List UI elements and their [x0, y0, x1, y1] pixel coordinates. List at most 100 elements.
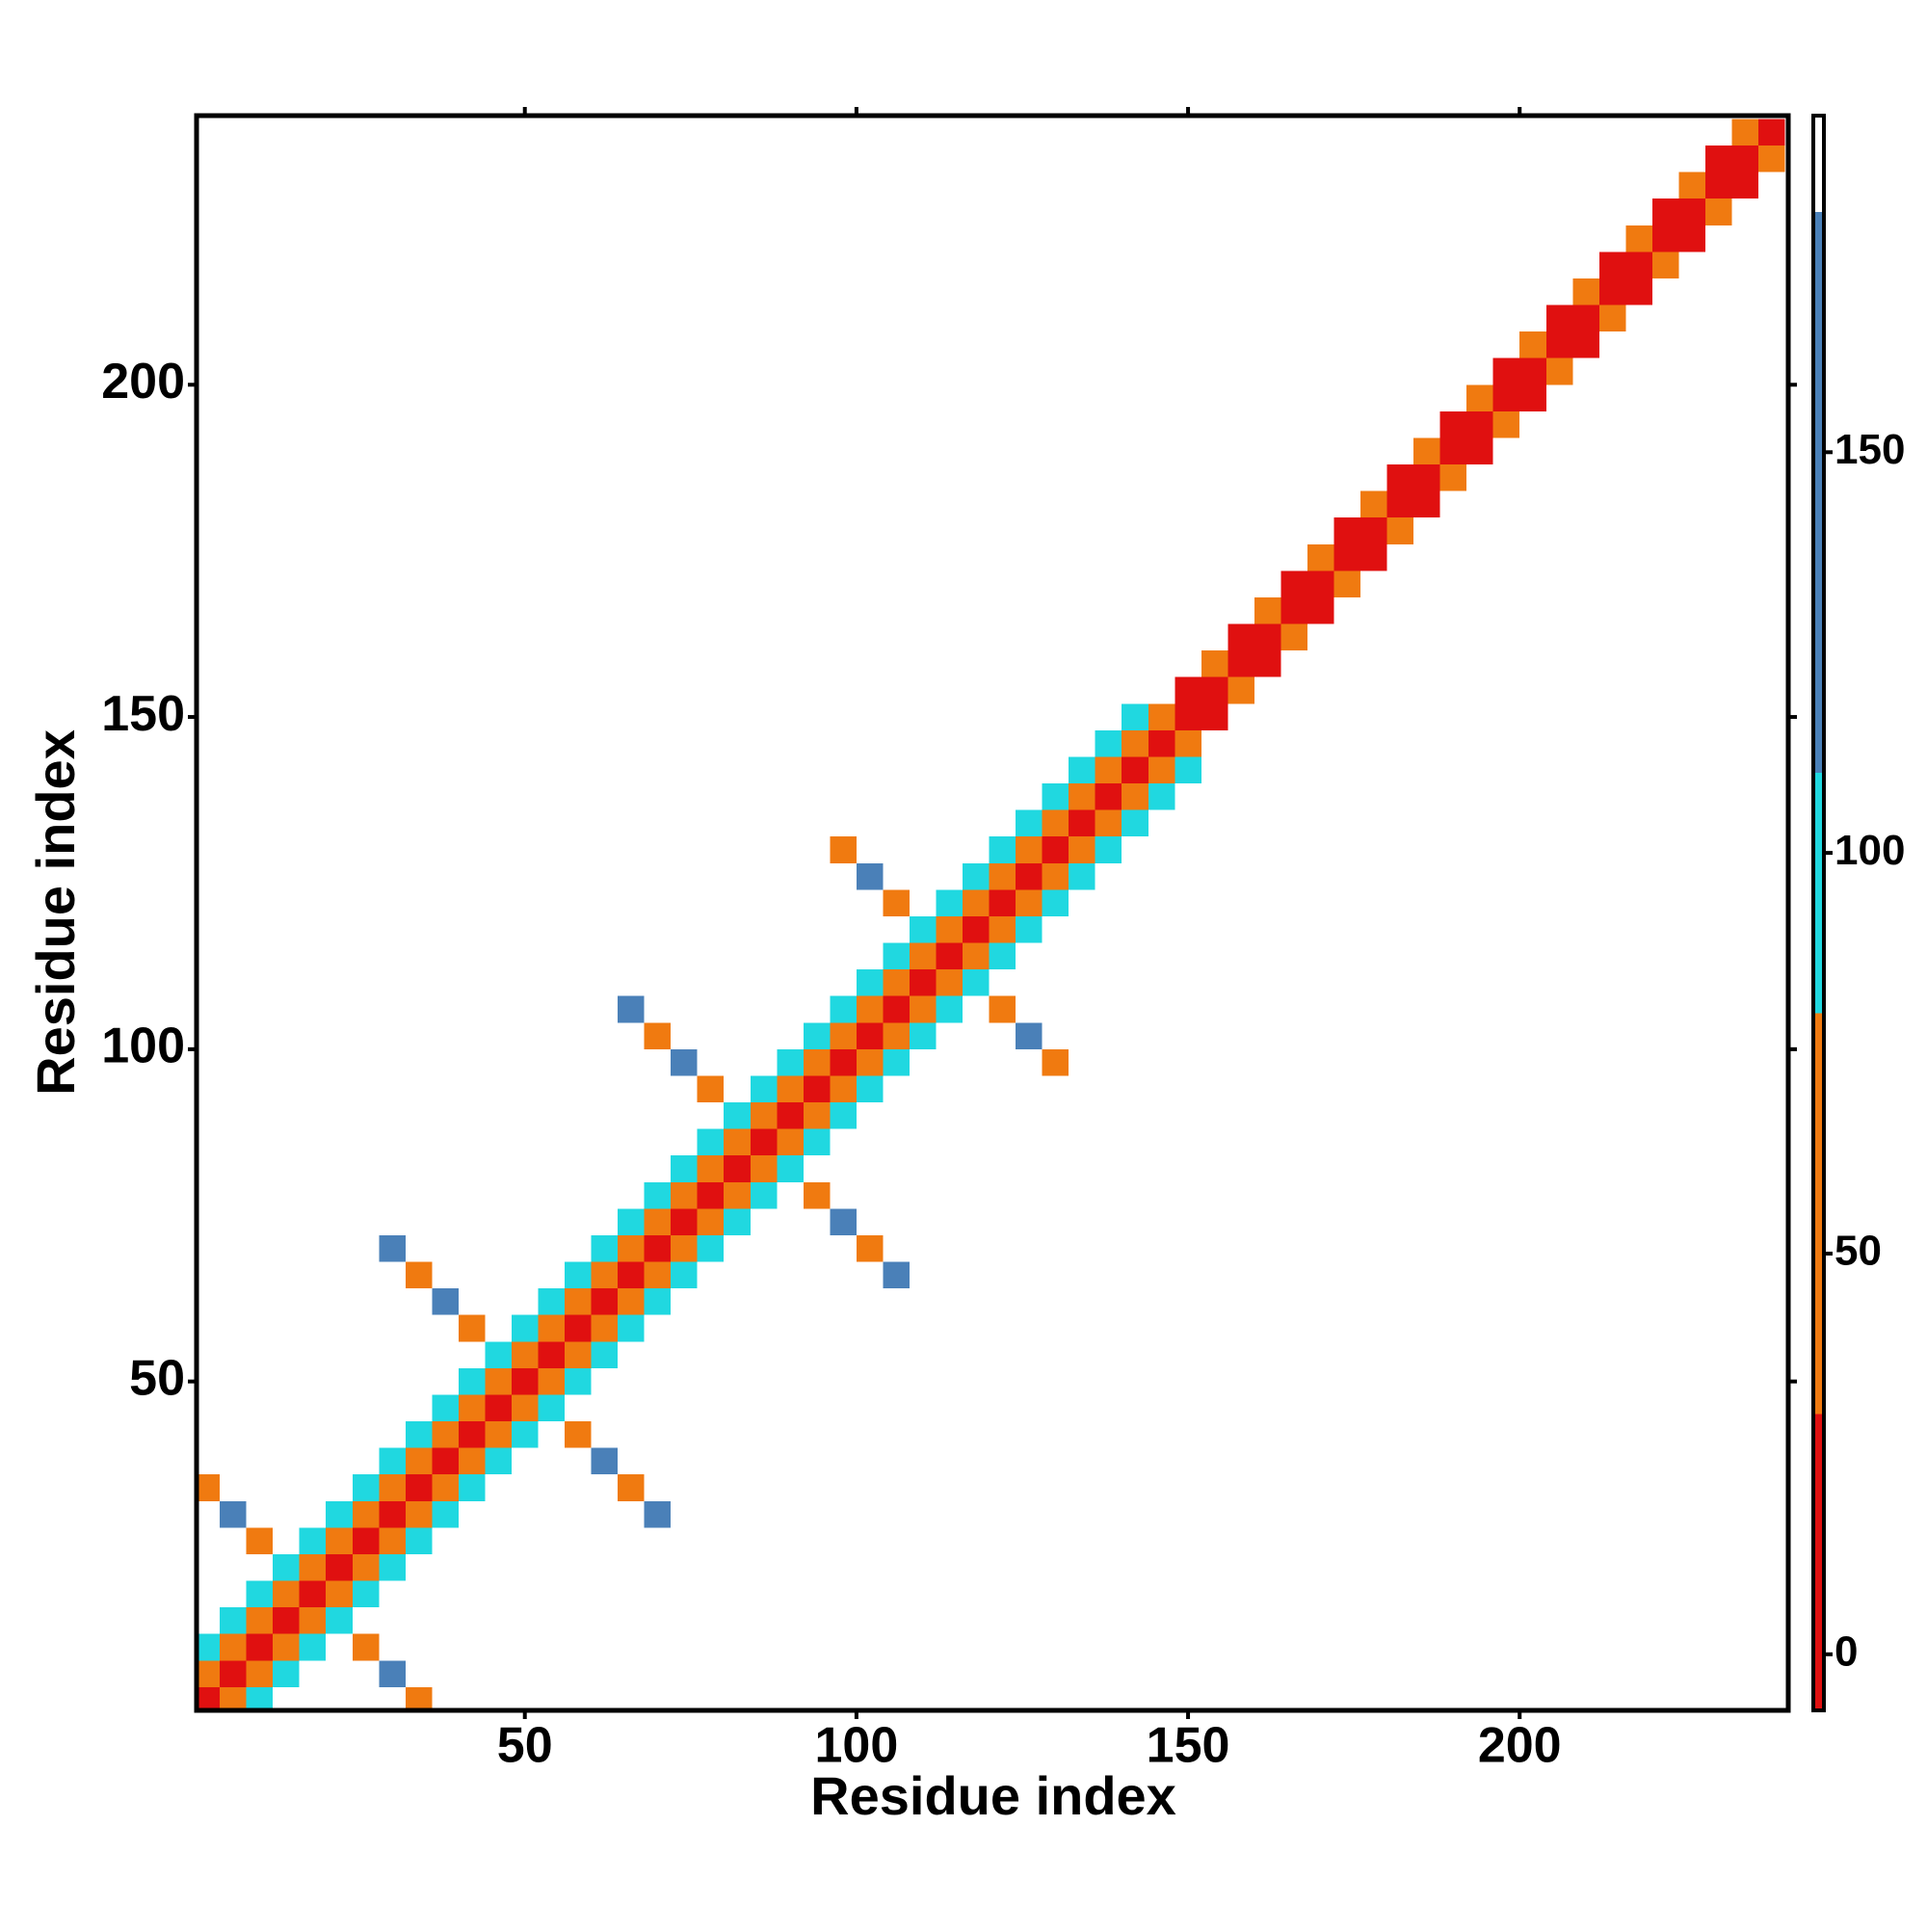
heatmap-cell	[671, 1261, 698, 1289]
heatmap-cell	[803, 1075, 831, 1103]
heatmap-cell	[299, 1633, 327, 1661]
heatmap-cell	[591, 1341, 619, 1368]
heatmap-cell	[591, 1288, 619, 1315]
heatmap-cell	[1042, 889, 1069, 916]
heatmap-cell	[538, 1288, 566, 1315]
heatmap-cell	[724, 1181, 751, 1209]
heatmap-cell	[724, 1208, 751, 1235]
heatmap-cell	[1148, 783, 1175, 810]
heatmap-cell	[750, 1181, 778, 1209]
heatmap-cell	[803, 1102, 831, 1129]
heatmap-cell	[697, 1128, 725, 1156]
heatmap-cell	[405, 1686, 433, 1710]
heatmap-cell	[1492, 357, 1520, 385]
heatmap-cell	[1069, 809, 1095, 837]
heatmap-cell	[538, 1394, 566, 1422]
heatmap-cell	[883, 1048, 910, 1076]
heatmap-cell	[1042, 836, 1069, 863]
heatmap-cell	[1201, 650, 1228, 677]
heatmap-cell	[724, 1102, 751, 1129]
colorbar-frame	[1811, 114, 1826, 1712]
heatmap-cell	[1545, 304, 1573, 332]
heatmap-cell	[883, 1022, 910, 1049]
heatmap-cell	[379, 1527, 406, 1554]
heatmap-cell	[1307, 570, 1334, 597]
heatmap-cell	[1466, 384, 1493, 411]
heatmap-cell	[856, 1075, 884, 1103]
heatmap-cell	[220, 1633, 247, 1661]
heatmap-cell	[989, 942, 1016, 970]
heatmap-cell	[750, 1155, 778, 1182]
heatmap-cell	[511, 1394, 539, 1422]
heatmap-cell	[591, 1314, 619, 1342]
colorbar-tick-label: 150	[1835, 426, 1905, 473]
heatmap-cell	[1598, 251, 1626, 278]
heatmap-cell	[1042, 809, 1069, 837]
heatmap-cell	[1069, 862, 1095, 890]
heatmap-cell	[1016, 809, 1043, 837]
colorbar-tick-label: 100	[1835, 827, 1905, 874]
heatmap-cell	[220, 1500, 247, 1528]
heatmap-cell	[618, 1314, 645, 1342]
heatmap-cell	[1333, 543, 1361, 571]
heatmap-cell	[963, 942, 990, 970]
heatmap-cell	[1307, 596, 1334, 624]
heatmap-cell	[750, 1102, 778, 1129]
heatmap-cell	[644, 1022, 672, 1049]
heatmap-cell	[883, 969, 910, 996]
heatmap-cell	[1254, 623, 1281, 651]
heatmap-cell	[538, 1341, 566, 1368]
heatmap-cell	[1069, 756, 1095, 784]
heatmap-cell	[644, 1261, 672, 1289]
heatmap-cell	[963, 862, 990, 890]
heatmap-cell	[1148, 756, 1175, 784]
heatmap-cell	[1731, 119, 1759, 146]
heatmap-cell	[803, 1022, 831, 1049]
heatmap-cell	[856, 969, 884, 996]
heatmap-cell	[432, 1447, 459, 1475]
heatmap-cell	[724, 1128, 751, 1156]
heatmap-cell	[989, 862, 1016, 890]
heatmap-cell	[326, 1500, 353, 1528]
heatmap-cell	[989, 836, 1016, 863]
heatmap-cell	[326, 1527, 353, 1554]
heatmap-cell	[1042, 1048, 1069, 1076]
heatmap-cell	[485, 1447, 512, 1475]
heatmap-cell	[1519, 331, 1546, 358]
heatmap-cell	[1016, 836, 1043, 863]
heatmap-cell	[1016, 915, 1043, 943]
heatmap-cell	[777, 1128, 804, 1156]
heatmap-cell	[644, 1500, 672, 1528]
heatmap-cell	[1678, 198, 1705, 225]
heatmap-cell	[197, 1686, 221, 1710]
heatmap-cell	[1572, 278, 1599, 305]
heatmap-cell	[458, 1394, 486, 1422]
heatmap-cell	[458, 1474, 486, 1501]
heatmap-cell	[803, 1128, 831, 1156]
x-tick-label: 100	[815, 1718, 899, 1774]
heatmap-cell	[1386, 517, 1414, 544]
heatmap-cell	[432, 1421, 459, 1448]
colorbar-segment	[1813, 116, 1824, 212]
heatmap-cell	[326, 1553, 353, 1581]
heatmap-cell	[1678, 172, 1705, 199]
heatmap-cell	[644, 1288, 672, 1315]
heatmap-cell	[618, 1288, 645, 1315]
heatmap-cell	[830, 1102, 857, 1129]
heatmap-cell	[883, 1261, 910, 1289]
x-tick-label: 50	[497, 1718, 553, 1774]
heatmap-cell	[671, 1208, 698, 1235]
heatmap-cell	[405, 1527, 433, 1554]
heatmap-cell	[936, 942, 964, 970]
heatmap-cell	[883, 889, 910, 916]
heatmap-cell	[273, 1633, 300, 1661]
heatmap-cell	[724, 1155, 751, 1182]
heatmap-cell	[1625, 278, 1652, 305]
y-tick-label: 50	[129, 1350, 185, 1406]
heatmap-cell	[1175, 703, 1201, 730]
heatmap-cell	[1413, 490, 1440, 518]
heatmap-cell	[830, 1022, 857, 1049]
heatmap-cell	[803, 1048, 831, 1076]
heatmap-cell	[511, 1421, 539, 1448]
heatmap-cell	[1042, 783, 1069, 810]
